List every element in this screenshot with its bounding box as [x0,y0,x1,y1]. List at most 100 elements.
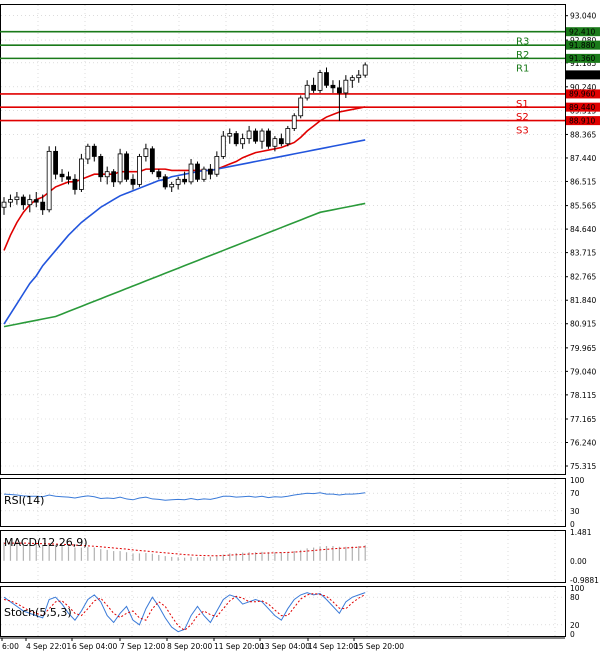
level-price-label: 91.360 [569,54,595,63]
candle-body [233,133,239,145]
rsi-line [3,492,366,501]
stoch-axis-label: 100 [570,584,585,593]
level-name-r2: R2 [516,50,529,61]
candle-body [156,171,162,178]
level-name-s2: S2 [516,112,529,123]
level-name-r3: R3 [516,37,529,48]
candle-body [66,176,71,180]
candle-body [304,84,310,99]
candle-body [27,199,33,206]
candle-body [188,163,194,183]
level-price-tag-s2 [566,102,600,112]
candle-body [91,145,97,157]
stoch-axis-label: 80 [570,593,580,602]
time-axis-label: 14 Sep 12:00 [308,642,358,651]
candle-body [207,168,213,175]
y-axis-label: 87.440 [570,154,596,163]
level-name-s1: S1 [516,99,529,110]
candle-body [227,133,233,137]
stoch-title: Stoch(5,5,3) [4,606,72,619]
candle-body [324,72,329,86]
candle-body [14,196,20,201]
candle-body [343,79,349,94]
macd-axis-label: 1.481 [570,528,592,537]
moving-average-line-1 [3,106,366,251]
rsi-axis-label: 70 [570,489,580,498]
candle-body [53,150,58,175]
level-price-tag-s1 [566,89,600,99]
rsi-title: RSI(14) [4,494,44,507]
stoch-main-line [3,592,366,633]
time-axis-label: 15 Sep 20:00 [354,642,404,651]
candle-body [201,168,207,180]
candle-body [175,178,181,185]
candle-body [214,156,220,175]
y-axis-label: 76.240 [570,438,596,447]
stoch-axis-label: 20 [570,621,580,630]
level-price-tag-r1 [566,53,600,63]
candle-body [291,115,297,129]
time-axis-label: 13 Sep 04:00 [260,642,310,651]
candle-body [298,97,304,117]
candle-body [317,72,323,91]
y-axis-label: 93.040 [570,12,596,21]
y-axis-label: 90.240 [570,83,596,92]
candle-body [272,138,278,147]
y-axis-label: 75.315 [570,462,596,471]
y-axis-label: 86.515 [570,177,596,186]
time-axis-label: 8 Sep 20:00 [167,642,213,651]
candle-body [162,176,168,188]
time-axis-label: 6:00 [2,642,19,651]
y-axis-label: 81.840 [570,296,596,305]
candle-body [169,183,175,188]
y-axis-label: 78.115 [570,391,596,400]
candle-body [85,145,91,160]
candle-body [356,74,362,79]
level-name-s3: S3 [516,126,529,137]
level-price-tag-r2 [566,40,600,50]
y-axis-label: 85.565 [570,202,596,211]
y-axis-label: 83.715 [570,249,596,258]
level-price-label: 88.910 [569,116,595,125]
candle-body [104,171,110,178]
panel-frame-rsi [0,478,566,527]
y-axis-label: 91.185 [570,59,596,68]
candle-body [195,163,200,180]
y-axis-label: 92.080 [570,36,596,45]
candle-body [285,128,291,145]
candle-body [137,156,142,185]
time-axis-label: 4 Sep 22:01 [26,642,72,651]
current-price-tag [566,70,600,80]
moving-average-line-3 [3,202,366,328]
candle-body [259,130,265,142]
candle-body [240,138,246,145]
stoch-signal-line [3,593,366,631]
time-axis-label: 6 Sep 04:00 [72,642,118,651]
candle-body [246,130,252,140]
y-axis-label: 88.365 [570,130,596,139]
level-price-label: 91.880 [569,41,595,50]
time-axis-label: 7 Sep 12:00 [120,642,166,651]
panel-frame-stoch [0,586,566,637]
candle-body [330,84,336,89]
candle-body [182,178,188,183]
stoch-axis-label: 0 [570,630,575,639]
candle-body [8,199,13,203]
panel-frame-macd [0,530,566,583]
candle-body [72,178,78,190]
macd-axis-label: 0.00 [570,557,587,566]
candle-body [98,156,104,178]
candle-body [362,64,368,76]
candle-body [1,201,7,208]
panel-frame-price [0,4,566,475]
candle-body [266,130,271,147]
level-name-r1: R1 [516,63,529,74]
rsi-axis-label: 0 [570,520,575,529]
candle-body [111,171,117,183]
candle-body [124,153,129,180]
candle-body [46,150,52,211]
candle-body [336,87,342,94]
macd-title: MACD(12,26,9) [4,536,88,549]
